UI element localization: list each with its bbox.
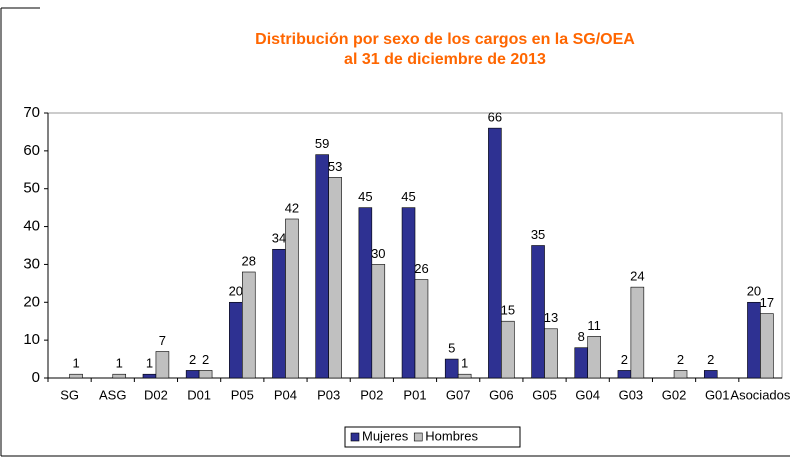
x-tick-label: P03 [317, 387, 340, 402]
data-label: 1 [146, 356, 153, 371]
bar [760, 313, 774, 379]
legend-label: Hombres [425, 428, 478, 443]
bar [673, 370, 688, 379]
bar [241, 271, 256, 379]
data-label: 15 [501, 303, 515, 318]
legend-swatch [350, 432, 360, 442]
bar [488, 127, 502, 379]
chart-title: al 31 de diciembre de 2013 [344, 51, 546, 68]
bar [587, 336, 601, 379]
data-label: 35 [531, 227, 545, 242]
bar [444, 358, 459, 379]
data-label: 20 [747, 284, 761, 299]
data-label: 66 [488, 110, 502, 125]
data-label: 2 [189, 352, 196, 367]
data-label: 20 [229, 284, 243, 299]
x-tick-label: G06 [489, 387, 514, 402]
x-tick-label: P01 [403, 387, 426, 402]
y-tick-label: 20 [23, 293, 40, 310]
y-tick-label: 40 [23, 218, 40, 235]
bar [198, 370, 213, 379]
bar [747, 301, 761, 379]
data-label: 45 [358, 189, 372, 204]
data-label: 7 [159, 333, 166, 348]
data-label: 13 [544, 310, 558, 325]
bar [531, 245, 545, 379]
bar [285, 218, 299, 379]
bar [703, 370, 718, 379]
bar [69, 373, 83, 379]
y-tick-label: 60 [23, 142, 40, 159]
x-tick-label: G04 [575, 387, 600, 402]
data-label: 1 [116, 356, 123, 371]
data-label: 5 [448, 341, 455, 356]
data-label: 11 [587, 318, 601, 333]
x-tick-label: G07 [446, 387, 471, 402]
bar [501, 320, 515, 379]
bar [229, 301, 243, 379]
bar [185, 370, 200, 379]
bar [574, 347, 589, 379]
data-label: 53 [328, 159, 342, 174]
data-label: 2 [707, 352, 714, 367]
x-tick-label: SG [60, 387, 79, 402]
x-tick-label: P05 [231, 387, 254, 402]
y-tick-label: 50 [23, 180, 40, 197]
bar [272, 248, 286, 379]
x-tick-label: P04 [274, 387, 297, 402]
x-tick-label: D02 [144, 387, 168, 402]
y-tick-label: 0 [32, 369, 40, 386]
bar [401, 207, 416, 379]
data-label: 1 [461, 356, 468, 371]
data-label: 1 [72, 356, 79, 371]
legend-swatch [413, 432, 423, 442]
x-tick-label: G05 [532, 387, 557, 402]
y-tick-label: 70 [23, 104, 40, 121]
x-tick-label: G02 [662, 387, 687, 402]
bar [544, 328, 558, 379]
x-tick-label: G01 [705, 387, 730, 402]
data-label: 28 [242, 253, 256, 268]
data-label: 2 [677, 352, 684, 367]
data-label: 26 [414, 261, 428, 276]
x-tick-label: Asociados [730, 387, 790, 402]
bar [112, 373, 127, 379]
bar [328, 177, 342, 379]
bar [371, 264, 386, 379]
data-label: 2 [621, 352, 628, 367]
data-label: 8 [578, 329, 585, 344]
x-tick-label: P02 [360, 387, 383, 402]
data-label: 24 [630, 269, 644, 284]
y-tick-label: 30 [23, 255, 40, 272]
bar [617, 370, 632, 379]
legend-box [344, 426, 521, 448]
data-label: 34 [272, 231, 286, 246]
bar [315, 154, 329, 379]
chart-title: Distribución por sexo de los cargos en l… [255, 31, 635, 48]
bar [358, 207, 373, 379]
data-label: 59 [315, 136, 329, 151]
bar [414, 279, 429, 379]
data-label: 30 [371, 246, 385, 261]
data-label: 17 [760, 295, 774, 310]
x-tick-label: G03 [619, 387, 644, 402]
x-tick-label: ASG [99, 387, 126, 402]
data-label: 2 [202, 352, 209, 367]
bar [155, 351, 170, 379]
data-label: 42 [285, 200, 299, 215]
x-tick-label: D01 [187, 387, 211, 402]
bar [142, 373, 157, 379]
bar [630, 286, 645, 379]
y-tick-label: 10 [23, 331, 40, 348]
bar [457, 373, 472, 379]
data-label: 45 [401, 189, 415, 204]
legend-label: Mujeres [362, 428, 409, 443]
